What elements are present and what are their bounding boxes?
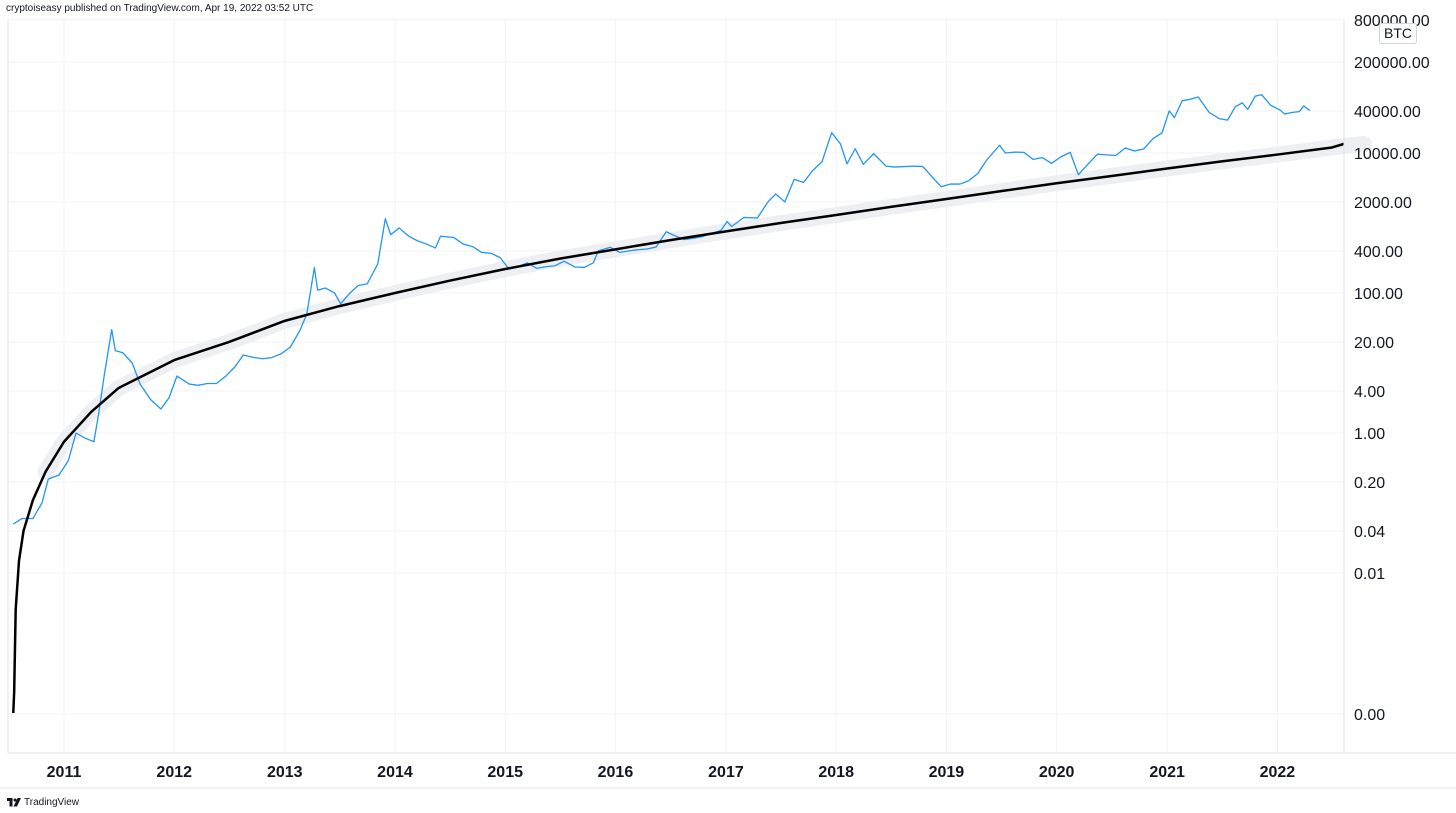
chart-series [12,94,1345,714]
x-tick-label: 2013 [267,764,303,781]
y-tick-label: 10000.00 [1354,146,1421,163]
y-tick-label: 20.00 [1354,335,1394,352]
x-tick-label: 2015 [487,764,523,781]
time-axis: 2011 2012 2013 2014 2015 2016 2017 2018 2019 2020… [47,764,1296,781]
y-tick-label: 100.00 [1354,286,1403,303]
x-tick-label: 2022 [1260,764,1296,781]
x-tick-label: 2017 [708,764,744,781]
x-tick-label: 2021 [1149,764,1185,781]
x-tick-label: 2019 [929,764,965,781]
y-tick-label: 0.01 [1354,566,1385,583]
btc-price-line [12,94,1311,525]
y-tick-label: 0.00 [1354,707,1385,724]
x-tick-label: 2016 [598,764,634,781]
x-tick-label: 2018 [818,764,854,781]
y-tick-label: 4.00 [1354,384,1385,401]
y-tick-label: 200000.00 [1354,55,1430,72]
tradingview-footer[interactable]: TradingView [7,795,79,809]
x-tick-label: 2012 [156,764,192,781]
x-tick-label: 2020 [1039,764,1075,781]
power-law-model-line [12,142,1345,714]
x-tick-label: 2011 [47,764,82,781]
publish-caption: cryptoiseasy published on TradingView.co… [6,3,314,14]
model-band [37,135,1373,480]
footer-brand: TradingView [24,796,80,808]
y-tick-label: 0.04 [1354,524,1385,541]
chart-grid [8,19,1344,753]
chart-axes [0,20,1456,789]
y-tick-label: 0.20 [1354,475,1385,492]
y-tick-label: 1.00 [1354,426,1385,443]
y-tick-label: 40000.00 [1354,104,1421,121]
y-tick-label: 2000.00 [1354,195,1412,212]
x-tick-label: 2014 [377,764,413,781]
tradingview-logo-icon [7,797,21,806]
y-tick-label: 400.00 [1354,244,1403,261]
price-axis: 800000.00200000.0040000.0010000.002000.0… [1354,13,1430,724]
model-band-fill [37,135,1373,480]
symbol-badge[interactable]: BTC [1379,23,1417,44]
